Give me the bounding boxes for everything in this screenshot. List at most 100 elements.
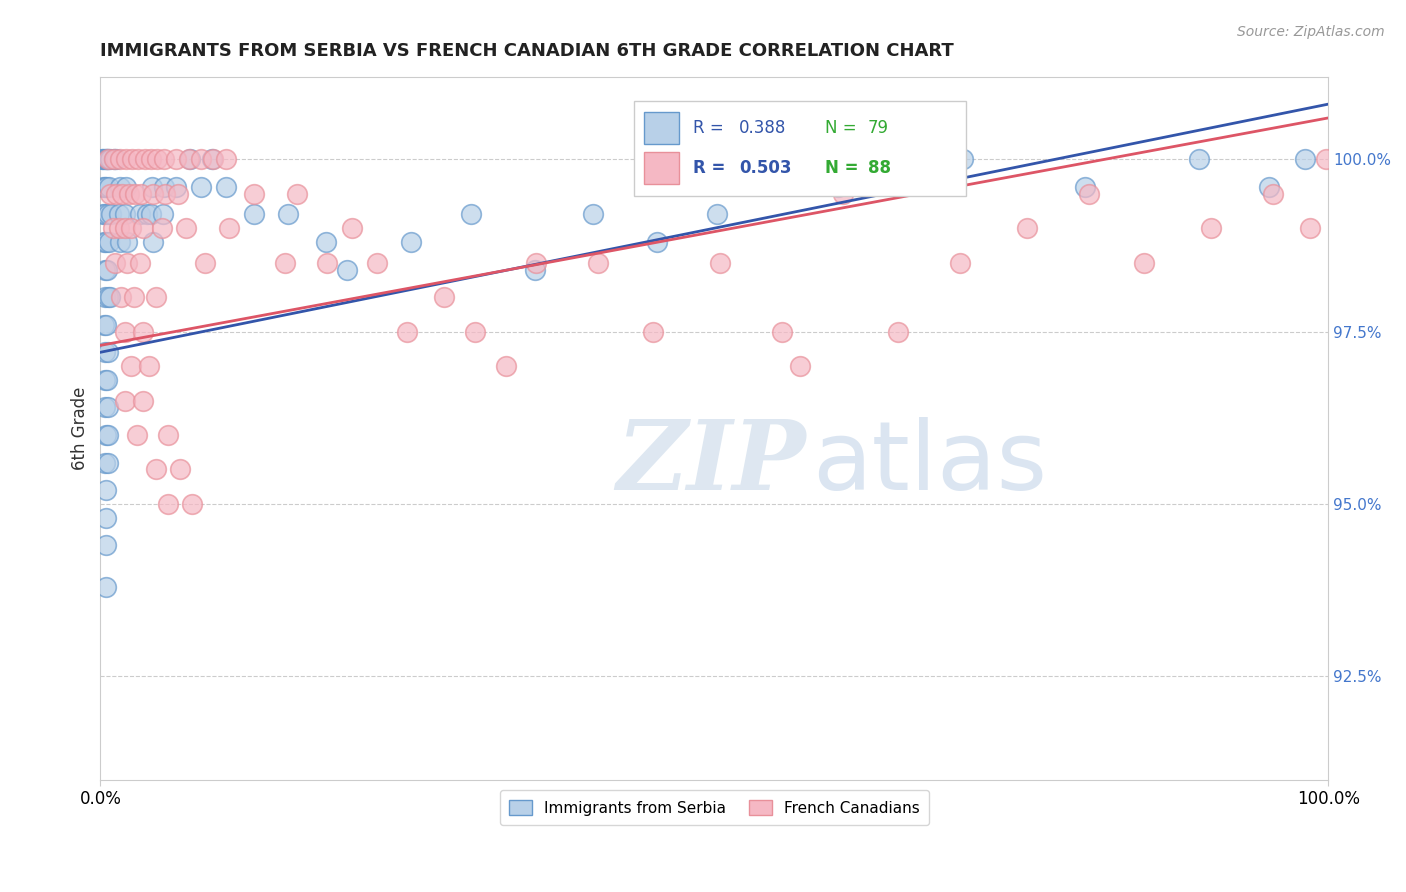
Point: [136, 207, 159, 221]
Point: [114, 393, 136, 408]
Point: [96, 483, 118, 497]
Point: [97, 428, 120, 442]
Point: [190, 179, 212, 194]
Point: [94, 428, 117, 442]
Point: [524, 255, 547, 269]
Point: [141, 179, 163, 194]
Point: [138, 359, 160, 373]
Point: [789, 359, 811, 373]
Point: [340, 221, 363, 235]
Point: [156, 428, 179, 442]
Point: [134, 153, 156, 167]
Point: [1188, 153, 1211, 167]
Point: [120, 221, 142, 235]
Point: [176, 221, 198, 235]
Text: 88: 88: [868, 159, 891, 177]
Point: [315, 235, 337, 249]
Point: [96, 373, 118, 387]
Point: [98, 153, 121, 167]
Point: [129, 186, 152, 201]
Point: [111, 186, 134, 201]
Point: [495, 359, 517, 373]
Point: [105, 153, 128, 167]
Point: [132, 393, 155, 408]
Point: [127, 428, 149, 442]
Point: [121, 153, 143, 167]
Point: [94, 580, 117, 594]
Point: [218, 221, 240, 235]
Point: [122, 290, 145, 304]
Bar: [644, 112, 679, 144]
Point: [93, 262, 115, 277]
Point: [277, 207, 299, 221]
Text: 0.388: 0.388: [738, 119, 786, 136]
Point: [194, 255, 217, 269]
Point: [97, 235, 120, 249]
Point: [179, 153, 201, 167]
Point: [460, 207, 482, 221]
Point: [120, 359, 142, 373]
Point: [117, 255, 139, 269]
Point: [97, 290, 120, 304]
Point: [709, 255, 731, 269]
Point: [103, 153, 125, 167]
Point: [273, 255, 295, 269]
Point: [201, 153, 224, 167]
Text: N =: N =: [825, 159, 865, 177]
Point: [128, 255, 150, 269]
Point: [110, 290, 132, 304]
Point: [316, 255, 339, 269]
Point: [181, 497, 204, 511]
Point: [155, 186, 177, 201]
Point: [952, 153, 974, 167]
Point: [96, 318, 118, 332]
Point: [93, 207, 115, 221]
Point: [115, 179, 138, 194]
Point: [582, 207, 605, 221]
Point: [117, 235, 139, 249]
Point: [396, 325, 419, 339]
Point: [145, 290, 167, 304]
Point: [127, 153, 149, 167]
Point: [142, 186, 165, 201]
Text: N =: N =: [825, 119, 862, 136]
Point: [1261, 186, 1284, 201]
Point: [139, 207, 162, 221]
Point: [115, 153, 138, 167]
Text: atlas: atlas: [813, 417, 1047, 509]
Point: [96, 179, 118, 194]
Point: [93, 179, 115, 194]
Point: [243, 207, 266, 221]
Point: [94, 153, 117, 167]
Point: [108, 179, 131, 194]
Point: [190, 153, 212, 167]
Point: [94, 345, 117, 359]
Point: [117, 186, 139, 201]
Point: [93, 153, 115, 167]
Point: [706, 207, 728, 221]
Legend: Immigrants from Serbia, French Canadians: Immigrants from Serbia, French Canadians: [499, 790, 929, 825]
Point: [1258, 179, 1281, 194]
Point: [108, 153, 131, 167]
Point: [169, 462, 191, 476]
Point: [153, 153, 176, 167]
Point: [96, 538, 118, 552]
Point: [153, 179, 176, 194]
Point: [114, 325, 136, 339]
Text: R =: R =: [693, 159, 731, 177]
Point: [1077, 186, 1099, 201]
Point: [100, 207, 122, 221]
Point: [91, 153, 114, 167]
Point: [202, 153, 225, 167]
Point: [93, 373, 115, 387]
Point: [105, 186, 128, 201]
Point: [139, 153, 162, 167]
Point: [949, 255, 972, 269]
Point: [827, 179, 849, 194]
Text: IMMIGRANTS FROM SERBIA VS FRENCH CANADIAN 6TH GRADE CORRELATION CHART: IMMIGRANTS FROM SERBIA VS FRENCH CANADIA…: [100, 42, 955, 60]
Point: [114, 221, 136, 235]
Point: [214, 179, 236, 194]
Point: [94, 290, 117, 304]
Point: [366, 255, 388, 269]
Point: [166, 186, 188, 201]
